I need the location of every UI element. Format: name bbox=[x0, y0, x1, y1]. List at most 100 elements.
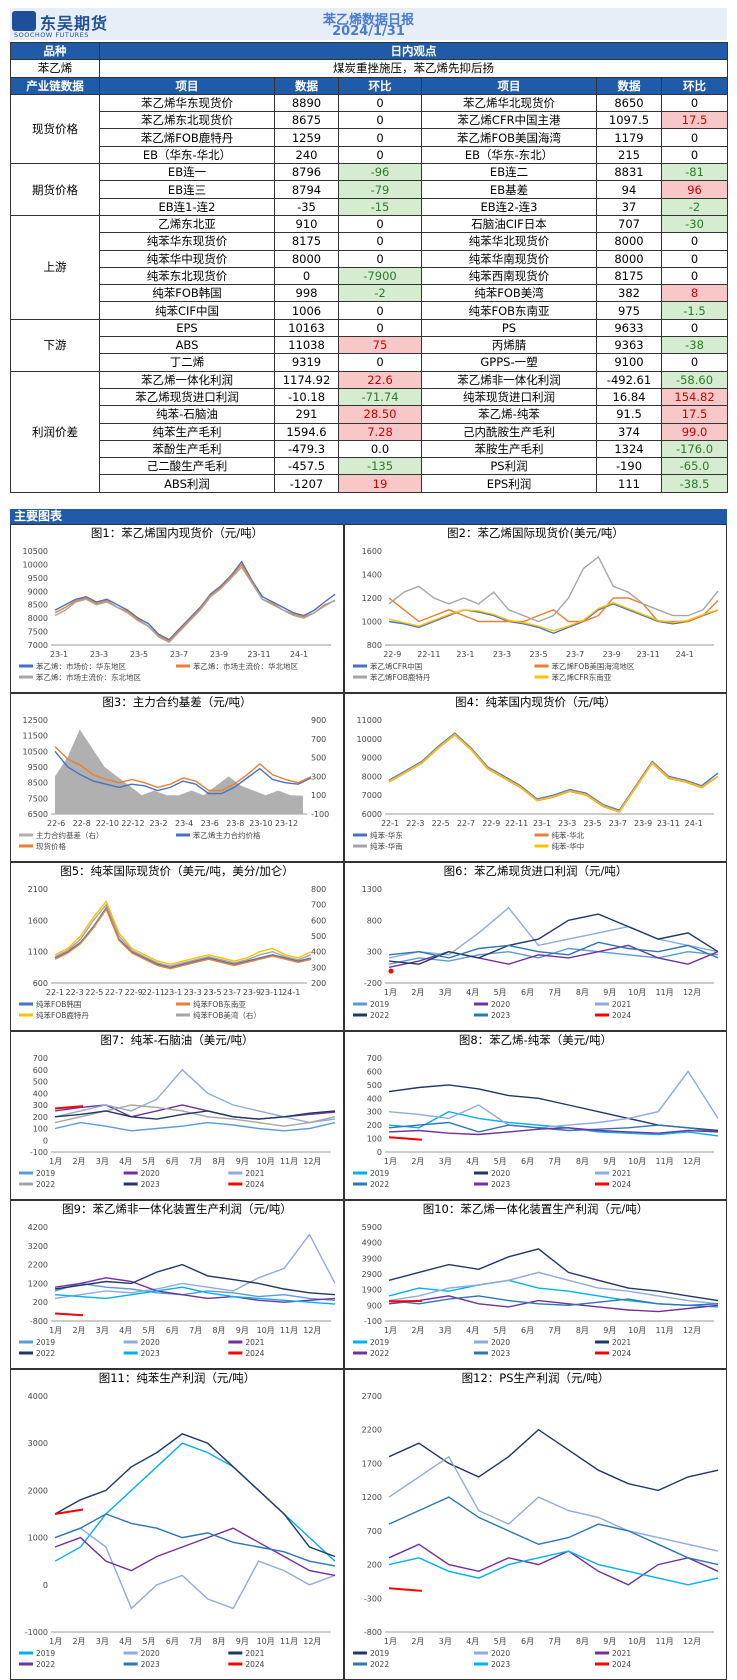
x-tick-label: 22-8 bbox=[73, 819, 91, 828]
left-value: 8175 bbox=[274, 232, 339, 251]
y-tick-label: 1000 bbox=[362, 618, 382, 627]
left-value: 8796 bbox=[274, 163, 339, 182]
series-line bbox=[388, 1127, 719, 1136]
x-tick-label: 10月 bbox=[257, 1637, 275, 1646]
right-item: 纯苯FOB美湾 bbox=[421, 284, 597, 303]
left-value: 291 bbox=[274, 405, 339, 424]
legend-label: 苯乙烯主力合约价格 bbox=[193, 830, 261, 840]
y-tick-label: 7500 bbox=[28, 628, 48, 637]
chart-title: 图1：苯乙烯国内现货价（元/吨） bbox=[90, 526, 264, 540]
x-tick-label: 23-7 bbox=[223, 988, 241, 997]
x-tick-label: 23-5 bbox=[583, 819, 601, 828]
x-tick-label: 8月 bbox=[576, 1637, 589, 1646]
x-tick-label: 4月 bbox=[466, 1637, 479, 1646]
left-item: 纯苯FOB韩国 bbox=[99, 284, 275, 303]
x-tick-label: 8月 bbox=[576, 988, 589, 997]
x-tick-label: 23-12 bbox=[275, 819, 298, 828]
series-line bbox=[54, 1277, 336, 1303]
chart-9: 图9：苯乙烯非一体化装置生产利润（元/吨） 4200 3200 2200 1200 200… bbox=[10, 1200, 344, 1369]
x-tick-label: 5月 bbox=[142, 1637, 155, 1646]
series-line bbox=[54, 903, 312, 967]
chart-6: 图6：苯乙烯现货进口利润（元/吨） 1300 800 300 -200 1月 2月 3月 4月 5… bbox=[344, 862, 727, 1031]
legend-label: 2024 bbox=[612, 1349, 631, 1358]
x-tick-label: 12月 bbox=[683, 988, 701, 997]
legend-label: 纯苯-华南 bbox=[370, 841, 403, 851]
y-tick-label: 2200 bbox=[362, 1426, 382, 1435]
right-change: -1.5 bbox=[660, 301, 729, 320]
x-tick-label: 9月 bbox=[603, 988, 616, 997]
left-change: -79 bbox=[338, 180, 422, 199]
x-tick-label: 24-1 bbox=[282, 988, 300, 997]
series-line bbox=[388, 603, 719, 635]
x-tick-label: 9月 bbox=[236, 1157, 249, 1166]
y-tick-label: 9500 bbox=[28, 574, 48, 583]
left-item: EB连三 bbox=[99, 180, 275, 199]
chart-title: 图9：苯乙烯非一体化装置生产利润（元/吨） bbox=[62, 1202, 292, 1216]
series-area bbox=[55, 729, 303, 814]
left-item: EPS bbox=[99, 318, 275, 338]
right-value: 8831 bbox=[596, 163, 662, 182]
chart-title: 图11：纯苯生产利润（元/吨） bbox=[98, 1371, 256, 1385]
y-right-tick-label: 700 bbox=[311, 735, 326, 744]
right-item: 纯苯现货进口利润 bbox=[421, 387, 597, 407]
right-item: 苯乙烯非一体化利润 bbox=[421, 370, 597, 389]
x-tick-label: 11月 bbox=[656, 988, 674, 997]
item-col-header: 项目 bbox=[421, 76, 597, 95]
chart-5: 图5：纯苯国际现货价（美元/吨，美分/加仑） 2100 1600 1100 600 800… bbox=[10, 862, 344, 1031]
legend-label: 2022 bbox=[370, 1349, 389, 1358]
y-tick-label: 0 bbox=[43, 1581, 48, 1590]
x-tick-label: 23-7 bbox=[566, 650, 584, 659]
logo-mark-icon bbox=[12, 11, 36, 31]
table-row: 下游 EPS 10163 0 PS 9633 0 bbox=[10, 318, 729, 372]
chart-title: 图7：纯苯-石脑油（美元/吨） bbox=[100, 1033, 254, 1047]
left-change: -2 bbox=[338, 284, 422, 303]
x-tick-label: 11月 bbox=[656, 1326, 674, 1335]
left-item: 己二酸生产毛利 bbox=[99, 457, 275, 476]
x-tick-label: 23-1 bbox=[164, 988, 182, 997]
right-change: -30 bbox=[660, 214, 729, 234]
legend-label: 2021 bbox=[612, 1169, 631, 1178]
right-change: -176.0 bbox=[660, 439, 729, 459]
y-tick-label: -1000 bbox=[25, 1628, 48, 1637]
y-tick-label: 400 bbox=[33, 1089, 48, 1098]
left-item: 苯乙烯东北现货价 bbox=[99, 111, 275, 130]
x-tick-label: 23-4 bbox=[175, 819, 193, 828]
x-tick-label: 5月 bbox=[142, 1157, 155, 1166]
x-tick-label: 22-11 bbox=[417, 650, 440, 659]
series-line bbox=[388, 941, 719, 959]
y-tick-label: 3900 bbox=[362, 1254, 382, 1263]
y-tick-label: 7000 bbox=[28, 641, 48, 650]
x-tick-label: 11月 bbox=[656, 1157, 674, 1166]
y-tick-label: 3000 bbox=[28, 1439, 48, 1448]
right-item: PS利润 bbox=[421, 457, 597, 476]
y-tick-label: 10500 bbox=[23, 547, 48, 556]
legend-label: 2024 bbox=[245, 1349, 264, 1358]
y-right-tick-label: 900 bbox=[311, 716, 326, 725]
legend-label: 2019 bbox=[370, 1338, 389, 1347]
right-change: -81 bbox=[660, 163, 729, 182]
y-tick-label: 300 bbox=[367, 948, 382, 957]
x-tick-label: 1月 bbox=[384, 1637, 397, 1646]
series-line bbox=[388, 733, 719, 813]
y-tick-label: 1200 bbox=[28, 1279, 48, 1288]
right-change: -38 bbox=[660, 336, 729, 355]
chart-10: 图10：苯乙烯一体化装置生产利润（元/吨） 5900 4900 3900 2900 190… bbox=[344, 1200, 727, 1369]
right-change: 17.5 bbox=[660, 111, 729, 130]
x-tick-label: 6月 bbox=[521, 1157, 534, 1166]
x-tick-label: 12月 bbox=[683, 1637, 701, 1646]
x-tick-label: 7月 bbox=[548, 988, 561, 997]
left-value: 8675 bbox=[274, 111, 339, 130]
y-tick-label: 1700 bbox=[362, 1459, 382, 1468]
x-tick-label: 22-9 bbox=[125, 988, 143, 997]
table-row: 苯乙烯现货进口利润 -10.18 -71.74 纯苯现货进口利润 16.84 154.82 bbox=[11, 387, 729, 407]
y-tick-label: 5900 bbox=[362, 1223, 382, 1232]
y-tick-label: -800 bbox=[364, 1628, 382, 1637]
x-tick-label: 5月 bbox=[494, 1157, 507, 1166]
report-date: 2024/1/31 bbox=[332, 24, 405, 39]
left-item: EB连一 bbox=[99, 163, 275, 182]
right-value: 1179 bbox=[596, 128, 662, 147]
y-right-tick-label: 400 bbox=[311, 948, 326, 957]
